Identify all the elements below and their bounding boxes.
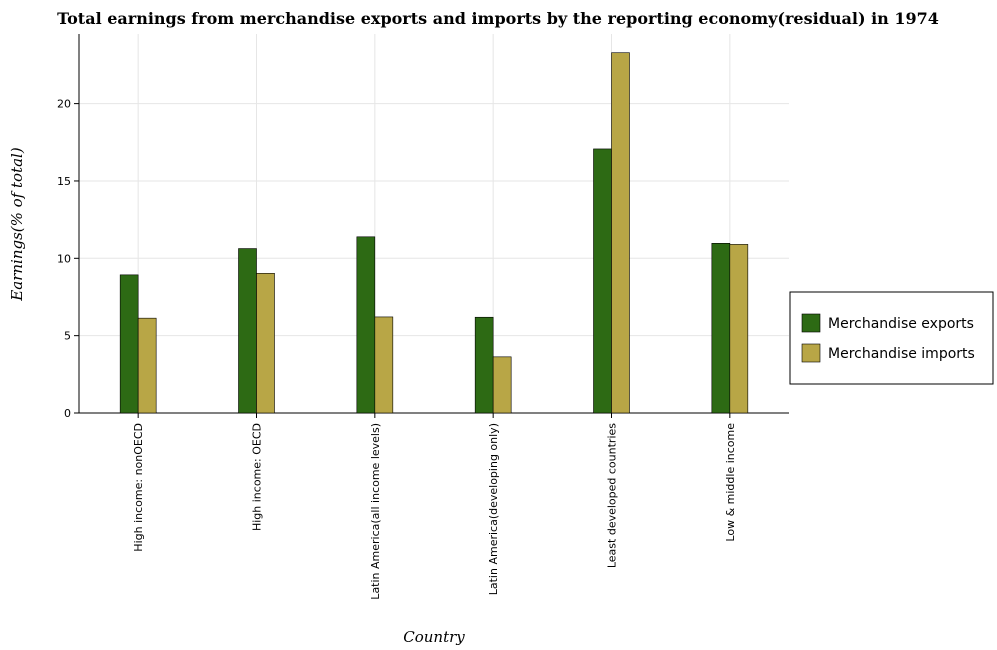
plot-frame xyxy=(78,34,789,414)
x-tick-label: Least developed countries xyxy=(606,423,619,568)
legend-label-exports: Merchandise exports xyxy=(828,316,974,332)
bar-merchandise-imports xyxy=(374,316,394,414)
y-tick-label: 10 xyxy=(57,252,71,265)
y-tick-label: 20 xyxy=(57,98,71,111)
bar-merchandise-exports xyxy=(119,274,139,414)
y-tick-label: 15 xyxy=(57,175,71,188)
x-tick-label: High income: nonOECD xyxy=(132,423,145,552)
bar-merchandise-imports xyxy=(492,356,512,414)
x-axis-label: Country xyxy=(403,628,465,646)
bar-merchandise-exports xyxy=(593,148,612,414)
legend-label-imports: Merchandise imports xyxy=(828,346,975,362)
chart-title: Total earnings from merchandise exports … xyxy=(57,9,939,28)
bar-merchandise-imports xyxy=(137,317,157,414)
legend-swatch-exports xyxy=(801,313,821,333)
legend: Merchandise exports Merchandise imports xyxy=(789,291,994,385)
bars xyxy=(119,52,749,414)
x-tick-label: High income: OECD xyxy=(251,423,264,531)
y-tick-label: 0 xyxy=(64,407,71,420)
grid xyxy=(79,34,789,414)
x-tick-label: Latin America(developing only) xyxy=(487,423,500,595)
x-tick-label: Low & middle income xyxy=(724,423,737,542)
bar-merchandise-exports xyxy=(711,243,731,414)
y-axis-ticks: 0 5 10 15 20 xyxy=(57,98,79,420)
bar-merchandise-exports xyxy=(356,236,376,414)
x-tick-label: Latin America(all income levels) xyxy=(369,423,382,600)
y-tick-label: 5 xyxy=(64,330,71,343)
bar-merchandise-exports xyxy=(474,316,494,414)
legend-swatch-imports xyxy=(801,343,821,363)
x-axis-ticks: High income: nonOECD High income: OECD Lat… xyxy=(132,413,737,600)
bar-merchandise-imports xyxy=(729,244,749,414)
bar-merchandise-exports xyxy=(238,248,257,414)
bar-merchandise-imports xyxy=(611,52,630,414)
legend-box xyxy=(789,291,994,385)
bar-merchandise-imports xyxy=(256,273,275,414)
y-axis-label: Earnings(% of total) xyxy=(8,147,26,302)
